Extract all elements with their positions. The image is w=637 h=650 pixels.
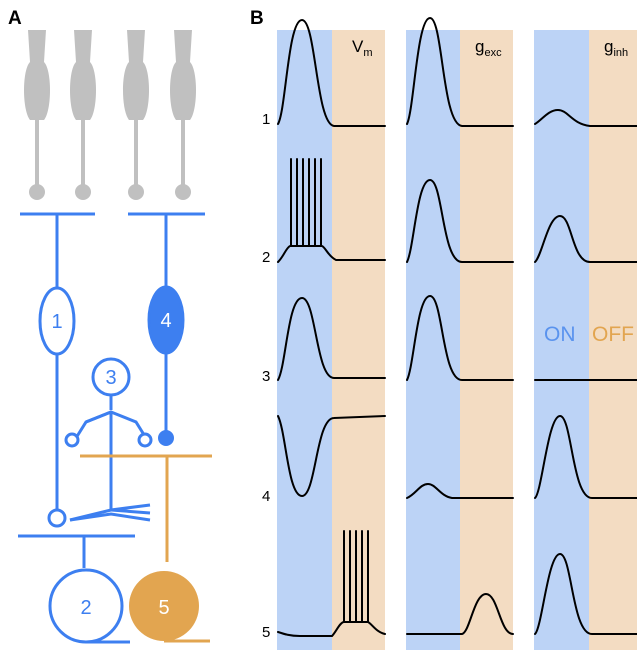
row-label-3: 3 (262, 368, 270, 385)
photoreceptor-row (24, 30, 196, 200)
ginh-trace-row-5 (534, 553, 637, 635)
cell-1-terminal (47, 508, 67, 528)
on-period-band (277, 30, 332, 650)
vm-column-header: Vm (352, 37, 373, 59)
ginh-column-header: ginh (604, 37, 628, 59)
column-gexc (406, 30, 513, 650)
column-ginh (534, 30, 637, 650)
row-label-1: 1 (262, 111, 270, 128)
row-label-4: 4 (262, 488, 270, 505)
gexc-trace-row-5 (406, 593, 514, 635)
cell-4-terminal (158, 430, 174, 446)
ganglion-cell-2 (18, 534, 135, 644)
panel-b-letter: B (250, 8, 264, 29)
photoreceptor (24, 30, 50, 200)
row-label-2: 2 (262, 249, 270, 266)
bipolar-cell-4 (128, 212, 205, 432)
gexc-column-header: gexc (475, 37, 502, 59)
photoreceptor (170, 30, 196, 200)
photoreceptor (123, 30, 149, 200)
vm-trace-row-5 (277, 530, 386, 637)
off-period-band (589, 30, 637, 650)
cell-2-label: 2 (80, 597, 91, 619)
ginh-trace-row-1 (534, 109, 637, 127)
circuit-diagram: 1 4 3 (18, 30, 212, 644)
response-traces: Vm gexc ginh 1 2 3 4 5 ON OFF (262, 17, 637, 650)
off-period-band (332, 30, 385, 650)
vm-trace-row-3 (277, 297, 386, 381)
cell-4-label: 4 (160, 310, 171, 332)
panel-a-letter: A (8, 8, 22, 29)
vm-trace-row-1 (277, 19, 386, 127)
ginh-trace-row-4 (534, 415, 637, 499)
bipolar-cell-1 (20, 212, 95, 510)
cell-5-label: 5 (158, 597, 169, 619)
gexc-trace-row-4 (406, 483, 514, 499)
ganglion-cell-5 (80, 454, 212, 643)
off-legend: OFF (592, 323, 634, 346)
cell-3-label: 3 (105, 367, 116, 389)
vm-trace-row-2 (277, 158, 386, 263)
photoreceptor (70, 30, 96, 200)
amacrine-cell-3 (64, 357, 153, 522)
cell-1-label: 1 (51, 311, 62, 333)
off-period-band (460, 30, 513, 650)
ginh-trace-row-2 (534, 215, 637, 263)
vm-trace-row-4 (277, 415, 386, 497)
on-legend: ON (544, 323, 576, 346)
gexc-trace-row-1 (406, 17, 514, 127)
gexc-trace-row-3 (406, 295, 514, 381)
row-label-5: 5 (262, 624, 270, 641)
on-period-band (534, 30, 589, 650)
gexc-trace-row-2 (406, 179, 514, 263)
